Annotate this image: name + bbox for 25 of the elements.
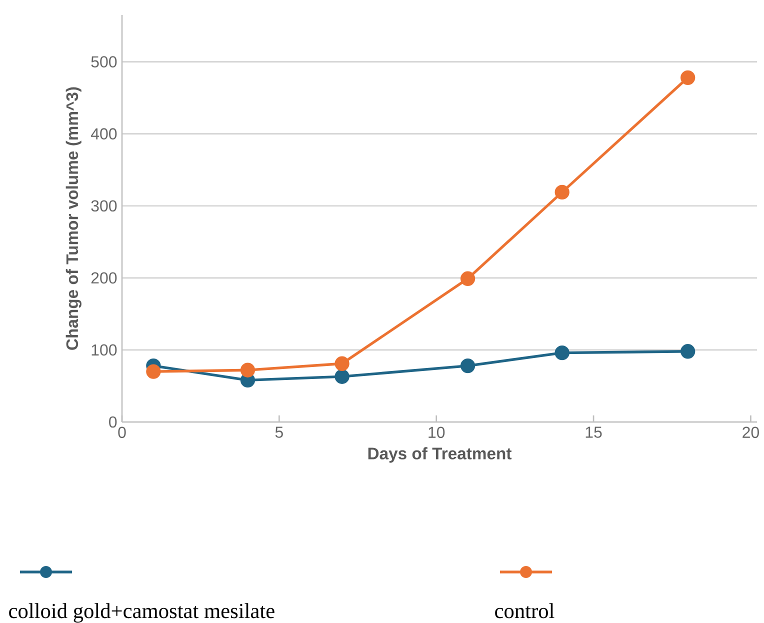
x-tick-label: 20 — [742, 426, 759, 438]
legend-label: control — [495, 603, 554, 618]
y-tick-label: 0 — [109, 416, 117, 428]
point — [680, 70, 696, 85]
x-tick-label: 15 — [586, 426, 602, 438]
y-axis-title: Change of Tumor volume (mm^3) — [66, 87, 82, 350]
point — [240, 362, 256, 378]
y-tick-label: 200 — [91, 272, 117, 284]
point — [146, 364, 161, 379]
y-tick-label: 300 — [91, 200, 117, 212]
x-tick-label: 5 — [275, 426, 283, 438]
y-tick-label: 400 — [90, 128, 117, 140]
y-tick-label: 500 — [91, 56, 117, 68]
point — [680, 344, 696, 359]
point — [334, 369, 350, 384]
point — [460, 358, 476, 374]
x-axis-title: Days of Treatment — [368, 447, 512, 463]
x-tick-label: 10 — [428, 426, 445, 438]
point — [460, 271, 476, 286]
x-tick-label: 0 — [118, 426, 126, 438]
y-tick-label: 100 — [92, 344, 117, 356]
point — [334, 356, 350, 371]
point — [554, 345, 570, 360]
point — [554, 184, 570, 200]
legend-label: colloid gold+camostat mesilate — [9, 603, 274, 623]
